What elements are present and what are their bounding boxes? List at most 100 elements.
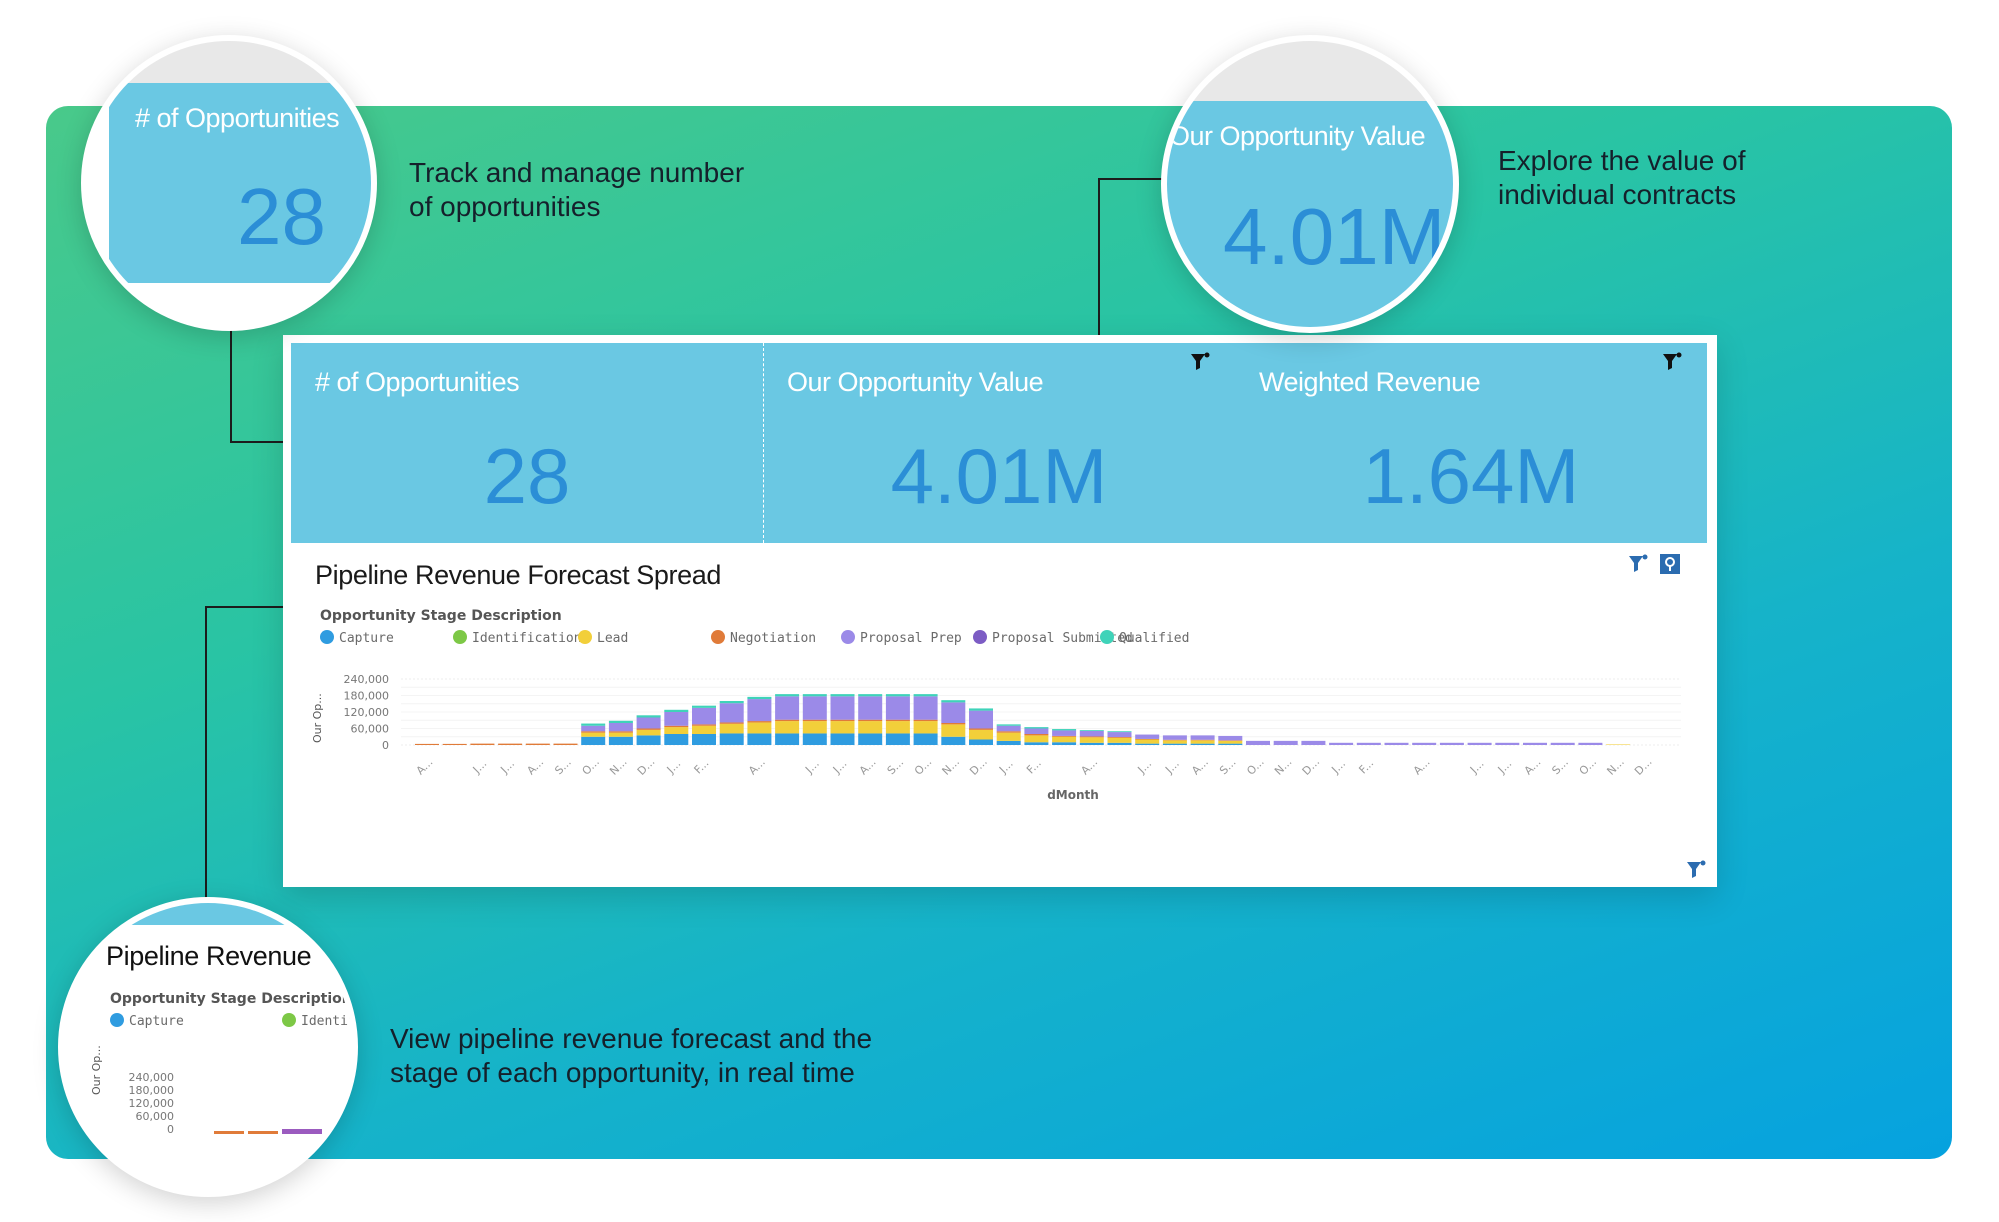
filter-icon[interactable] [1661,351,1683,373]
bar-segment-capture[interactable] [941,736,966,745]
bar-segment-proposal-prep[interactable] [830,696,855,720]
bar-segment-capture[interactable] [1190,743,1215,745]
bar-segment-capture[interactable] [858,733,883,745]
kpi-weighted-revenue[interactable]: Weighted Revenue 1.64M [1235,343,1707,543]
bar-segment-lead[interactable] [858,721,883,734]
bar-segment-negotiation[interactable] [1218,740,1243,741]
bar-segment-capture[interactable] [581,736,606,745]
bar-segment-qualified[interactable] [1024,727,1049,729]
bar-segment-negotiation[interactable] [1190,739,1215,741]
bar-segment-proposal-prep[interactable] [1301,740,1326,745]
legend-item-proposal-submitted[interactable]: Proposal Submitted [973,630,1133,648]
bar-segment-lead[interactable] [1606,744,1631,745]
bar-segment-proposal-prep[interactable] [1079,730,1104,737]
bar-segment-proposal-prep[interactable] [747,699,772,722]
bar-segment-proposal-prep[interactable] [996,725,1021,732]
bar-segment-negotiation[interactable] [1079,736,1104,738]
bar-segment-proposal-prep[interactable] [1467,742,1492,745]
bar-segment-qualified[interactable] [664,709,689,712]
bar-segment-negotiation[interactable] [1107,737,1132,738]
bar-segment-capture[interactable] [664,734,689,745]
bar-segment-negotiation[interactable] [415,743,439,745]
bar-segment-negotiation[interactable] [996,731,1021,733]
bar-segment-proposal-prep[interactable] [1439,742,1464,745]
bar-segment-proposal-prep[interactable] [1218,735,1243,741]
filter-icon[interactable] [1189,351,1211,373]
bar-segment-qualified[interactable] [608,720,633,723]
bar-segment-lead[interactable] [996,732,1021,741]
bar-segment-lead[interactable] [1190,740,1215,744]
bar-segment-negotiation[interactable] [719,722,744,724]
bar-segment-proposal-prep[interactable] [775,696,800,720]
bar-segment-negotiation[interactable] [802,719,827,722]
chart-filter-icon[interactable] [1627,553,1649,575]
pin-icon[interactable] [1659,553,1681,575]
bar-segment-negotiation[interactable] [941,723,966,725]
bar-segment-capture[interactable] [885,733,910,745]
bar-segment-proposal-prep[interactable] [692,707,716,725]
bar-segment-proposal-prep[interactable] [1052,730,1077,736]
bar-segment-qualified[interactable] [996,724,1021,726]
bar-segment-proposal-prep[interactable] [1578,742,1603,745]
bar-segment-qualified[interactable] [636,715,661,718]
bar-segment-lead[interactable] [1107,737,1132,743]
bar-segment-negotiation[interactable] [692,724,716,726]
bar-segment-lead[interactable] [1052,736,1077,743]
bar-segment-proposal-prep[interactable] [802,696,827,720]
bar-segment-qualified[interactable] [941,700,966,703]
bar-segment-qualified[interactable] [775,694,800,697]
bar-segment-capture[interactable] [969,739,993,746]
bar-segment-proposal-prep[interactable] [608,723,633,732]
bar-segment-negotiation[interactable] [830,719,855,722]
bar-segment-qualified[interactable] [913,694,938,697]
bar-segment-capture[interactable] [747,733,772,745]
bar-segment-negotiation[interactable] [1024,734,1049,736]
bar-segment-capture[interactable] [692,734,716,745]
bar-segment-negotiation[interactable] [858,719,883,722]
bottom-filter-icon[interactable] [1685,859,1707,881]
bar-segment-proposal-prep[interactable] [969,710,993,729]
bar-segment-proposal-prep[interactable] [1523,742,1547,745]
bar-segment-lead[interactable] [941,724,966,737]
bar-segment-qualified[interactable] [692,705,716,708]
bar-segment-lead[interactable] [747,722,772,734]
bar-segment-negotiation[interactable] [969,728,993,730]
legend-item-qualified[interactable]: Qualified [1100,630,1189,648]
bar-segment-capture[interactable] [913,733,938,745]
bar-segment-lead[interactable] [775,721,800,734]
legend-item-identification[interactable]: Identification [453,630,582,648]
bar-segment-lead[interactable] [969,729,993,740]
bar-segment-negotiation[interactable] [581,731,606,733]
bar-segment-lead[interactable] [802,721,827,734]
bar-segment-lead[interactable] [636,729,661,736]
bar-segment-qualified[interactable] [802,694,827,697]
bar-segment-qualified[interactable] [830,694,855,697]
bar-segment-proposal-prep[interactable] [1162,735,1187,740]
bar-segment-negotiation[interactable] [498,743,523,745]
bar-segment-lead[interactable] [581,732,606,737]
bar-segment-negotiation[interactable] [525,743,550,745]
bar-segment-negotiation[interactable] [775,719,800,722]
bar-segment-negotiation[interactable] [470,743,495,745]
bar-segment-negotiation[interactable] [913,719,938,722]
legend-item-negotiation[interactable]: Negotiation [711,630,816,648]
bar-segment-qualified[interactable] [858,694,883,697]
bar-segment-negotiation[interactable] [1135,738,1160,740]
bar-segment-lead[interactable] [885,721,910,734]
bar-segment-capture[interactable] [1024,742,1049,745]
legend-item-capture[interactable]: Capture [320,630,394,648]
bar-segment-proposal-prep[interactable] [636,717,661,729]
bar-segment-lead[interactable] [1135,739,1160,744]
bar-segment-capture[interactable] [996,740,1021,745]
bar-segment-negotiation[interactable] [885,719,910,722]
legend-item-lead[interactable]: Lead [578,630,628,648]
bar-segment-proposal-prep[interactable] [1024,728,1049,735]
bar-segment-lead[interactable] [664,727,689,734]
bar-segment-qualified[interactable] [1052,729,1077,731]
bar-segment-proposal-prep[interactable] [664,712,689,726]
bar-segment-qualified[interactable] [581,723,606,726]
bar-segment-negotiation[interactable] [442,743,467,745]
bar-segment-proposal-prep[interactable] [1273,740,1298,745]
bar-segment-proposal-prep[interactable] [1384,742,1409,745]
bar-segment-capture[interactable] [1052,742,1077,745]
